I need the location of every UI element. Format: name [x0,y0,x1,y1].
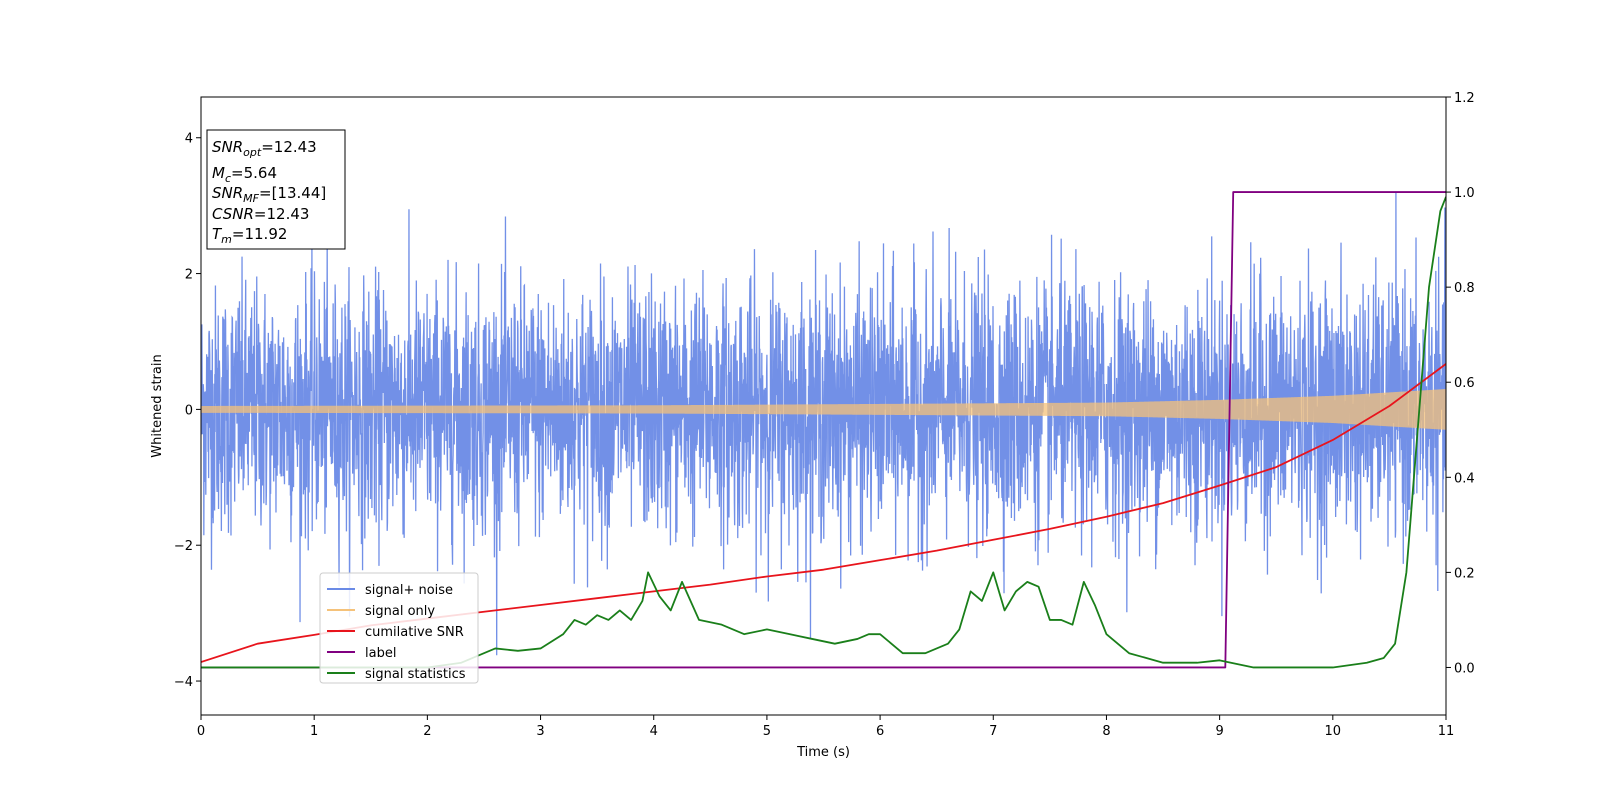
x-tick-label: 11 [1438,724,1455,739]
legend-label: signal statistics [365,667,466,682]
legend-label: cumilative SNR [365,625,464,640]
y-right-tick-label: 0.8 [1454,281,1475,296]
x-tick-label: 6 [876,724,884,739]
signal-only-line [201,389,1446,430]
y-right-tick-label: 0.4 [1454,471,1475,486]
legend: signal+ noise signal only cumilative SNR la… [319,572,479,684]
info-snr-mf: SNRMF=[13.44] [212,184,326,205]
legend-label: signal only [365,604,435,619]
y-right-tick-label: 0.6 [1454,376,1475,391]
info-mc: Mc=5.64 [212,164,277,185]
x-tick-label: 9 [1215,724,1223,739]
legend-label: label [365,646,396,661]
y-right-tick-label: 1.0 [1454,186,1475,201]
signal-statistics-line [201,196,1446,669]
y-axis-right: 0.0 0.2 0.4 0.6 0.8 1.0 1.2 [1446,91,1475,676]
y-left-tick-label: 0 [185,403,193,418]
x-tick-label: 5 [763,724,771,739]
info-box: SNRopt=12.43 Mc=5.64 SNRMF=[13.44] CSNR=… [206,129,346,250]
x-tick-label: 0 [197,724,205,739]
x-tick-label: 8 [1102,724,1110,739]
y-axis-label: Whitened strain [150,354,165,457]
info-snr-opt: SNRopt=12.43 [212,138,317,159]
plot-frame [200,96,1447,716]
y-left-tick-label: −2 [174,539,193,554]
x-tick-label: 3 [536,724,544,739]
y-right-tick-label: 0.2 [1454,566,1475,581]
y-axis-left: −4 −2 0 2 4 [174,132,201,690]
x-tick-label: 7 [989,724,997,739]
x-tick-label: 2 [423,724,431,739]
y-right-tick-label: 1.2 [1454,91,1475,106]
signal-only-series [201,389,1446,430]
info-tm: Tm=11.92 [212,225,287,246]
x-axis-label: Time (s) [796,745,850,760]
x-tick-label: 4 [650,724,658,739]
x-tick-label: 10 [1325,724,1342,739]
label-line [201,191,1446,669]
x-tick-label: 1 [310,724,318,739]
x-axis: 0 1 2 3 4 5 6 7 8 9 10 11 [197,715,1454,739]
y-left-tick-label: 4 [185,132,193,147]
info-csnr: CSNR=12.43 [212,205,309,223]
legend-label: signal+ noise [365,583,453,598]
y-left-tick-label: 2 [185,268,193,283]
y-right-tick-label: 0.0 [1454,661,1475,676]
y-left-tick-label: −4 [174,675,193,690]
